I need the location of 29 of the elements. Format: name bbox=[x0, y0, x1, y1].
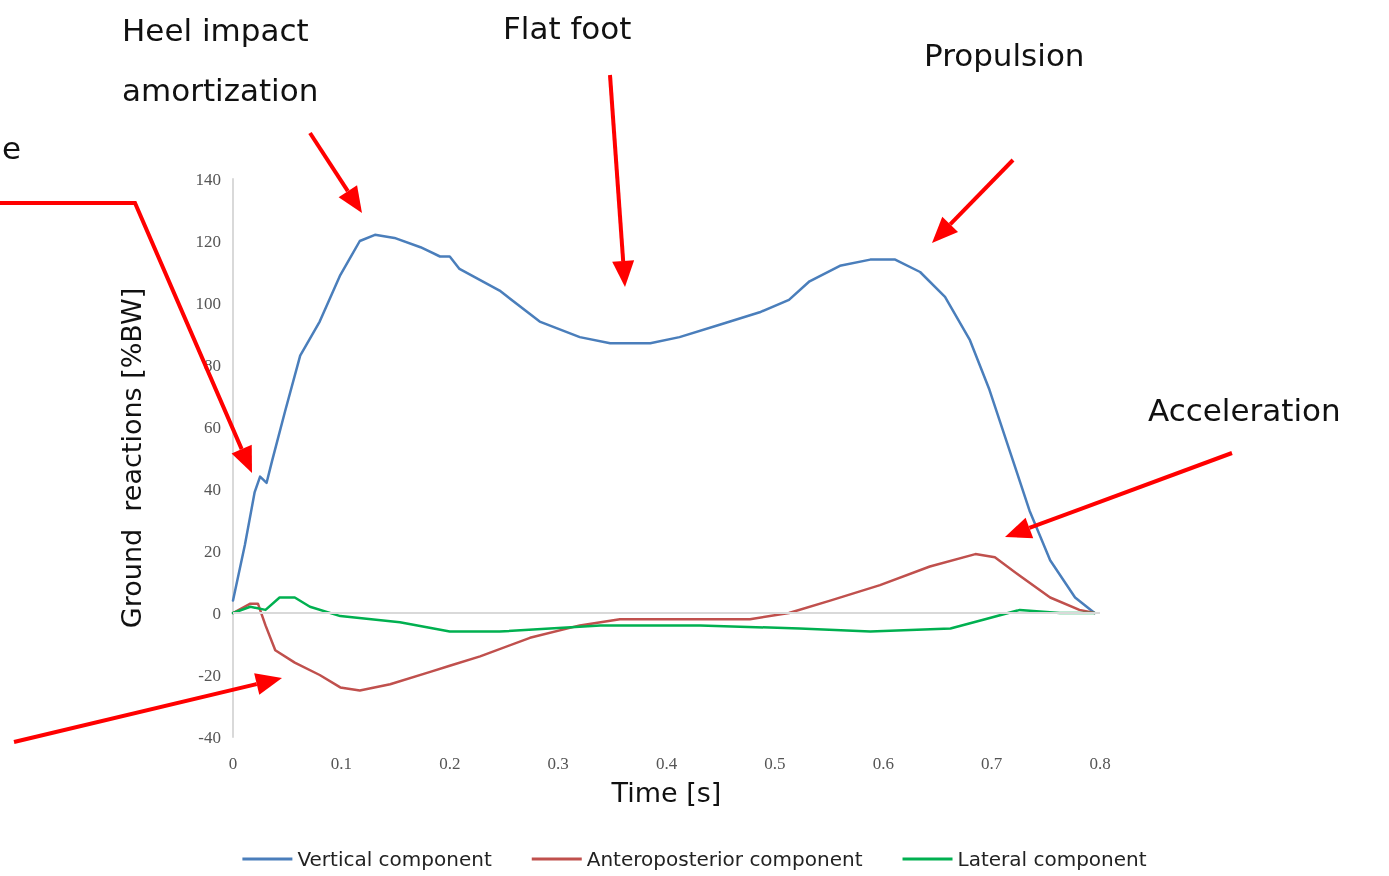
y-tick-label: 60 bbox=[204, 417, 221, 437]
text: Acceleration bbox=[1148, 391, 1341, 430]
line-series bbox=[231, 233, 1096, 615]
y-tick-label: 40 bbox=[204, 479, 221, 499]
text: Heel impact amortization bbox=[122, 11, 320, 110]
x-tick-label: 0.8 bbox=[1089, 754, 1111, 773]
y-tick-label: 140 bbox=[195, 169, 221, 189]
text: e bbox=[2, 129, 22, 168]
y-axis-title: Ground reactions [%BW] bbox=[116, 287, 147, 629]
x-tick-label: 0.2 bbox=[439, 754, 461, 773]
x-tick-label: 0 bbox=[228, 754, 238, 773]
text: Flat foot bbox=[503, 9, 632, 48]
legend-label: Anteroposterior component bbox=[586, 847, 863, 871]
x-tick-label: 0.4 bbox=[655, 754, 678, 773]
y-tick-label: 0 bbox=[212, 603, 221, 623]
x-tick-label: 0.1 bbox=[330, 754, 352, 773]
x-tick-label: 0.7 bbox=[981, 754, 1003, 773]
x-tick-label: 0.5 bbox=[764, 754, 786, 773]
x-axis-title: Time [s] bbox=[610, 777, 722, 808]
legend-label: Lateral component bbox=[957, 847, 1147, 871]
y-tick-label: 100 bbox=[195, 293, 221, 313]
y-tick-label: 20 bbox=[204, 541, 221, 561]
text: Propulsion bbox=[924, 36, 1085, 75]
y-tick-label: -40 bbox=[198, 727, 221, 747]
y-tick-label: -20 bbox=[198, 665, 221, 685]
legend-label: Vertical component bbox=[297, 847, 492, 871]
y-tick-label: 120 bbox=[195, 231, 221, 251]
x-tick-label: 0.3 bbox=[547, 754, 569, 773]
x-tick-label: 0.6 bbox=[872, 754, 894, 773]
